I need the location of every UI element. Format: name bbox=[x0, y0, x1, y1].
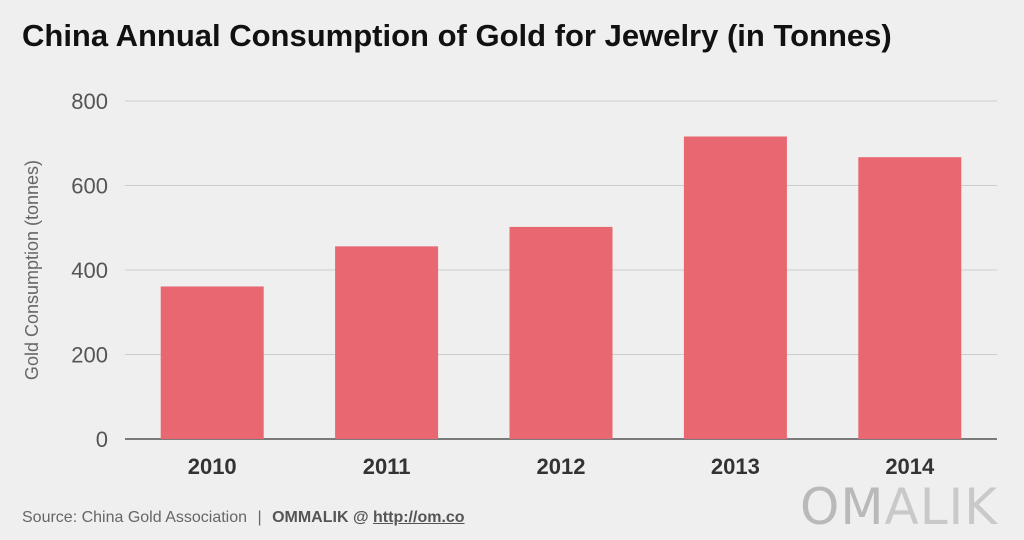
x-tick-label: 2011 bbox=[363, 454, 411, 479]
y-tick-label: 600 bbox=[71, 174, 108, 199]
x-tick-label: 2014 bbox=[885, 454, 935, 479]
footer-separator: | bbox=[257, 509, 262, 526]
y-axis-label: Gold Consumption (tonnes) bbox=[22, 160, 42, 380]
footer: Source: China Gold Association | OMMALIK… bbox=[22, 509, 465, 527]
y-tick-labels: 0 200 400 600 800 bbox=[71, 89, 108, 452]
bars bbox=[160, 136, 962, 440]
y-tick-label: 800 bbox=[71, 89, 108, 114]
bar-2013 bbox=[683, 136, 787, 440]
x-tick-label: 2012 bbox=[537, 454, 586, 479]
logo-om: OM bbox=[800, 478, 885, 536]
x-tick-label: 2010 bbox=[188, 454, 237, 479]
y-tick-label: 200 bbox=[71, 343, 108, 368]
bar-2010 bbox=[160, 286, 264, 439]
source-text: Source: China Gold Association bbox=[22, 509, 248, 526]
bar-2012 bbox=[509, 226, 613, 439]
y-tick-label: 0 bbox=[96, 427, 108, 452]
site-link[interactable]: http://om.co bbox=[373, 509, 465, 526]
bar-2011 bbox=[335, 246, 439, 439]
ommalik-logo: OMALIK bbox=[800, 478, 998, 536]
x-tick-labels: 2010 2011 2012 2013 2014 bbox=[188, 454, 935, 479]
y-tick-label: 400 bbox=[71, 258, 108, 283]
chart-title: China Annual Consumption of Gold for Jew… bbox=[22, 18, 892, 53]
bar-2014 bbox=[858, 157, 962, 439]
brand-text: OMMALIK @ bbox=[272, 509, 369, 526]
x-tick-label: 2013 bbox=[711, 454, 760, 479]
logo-alik: ALIK bbox=[884, 478, 999, 536]
